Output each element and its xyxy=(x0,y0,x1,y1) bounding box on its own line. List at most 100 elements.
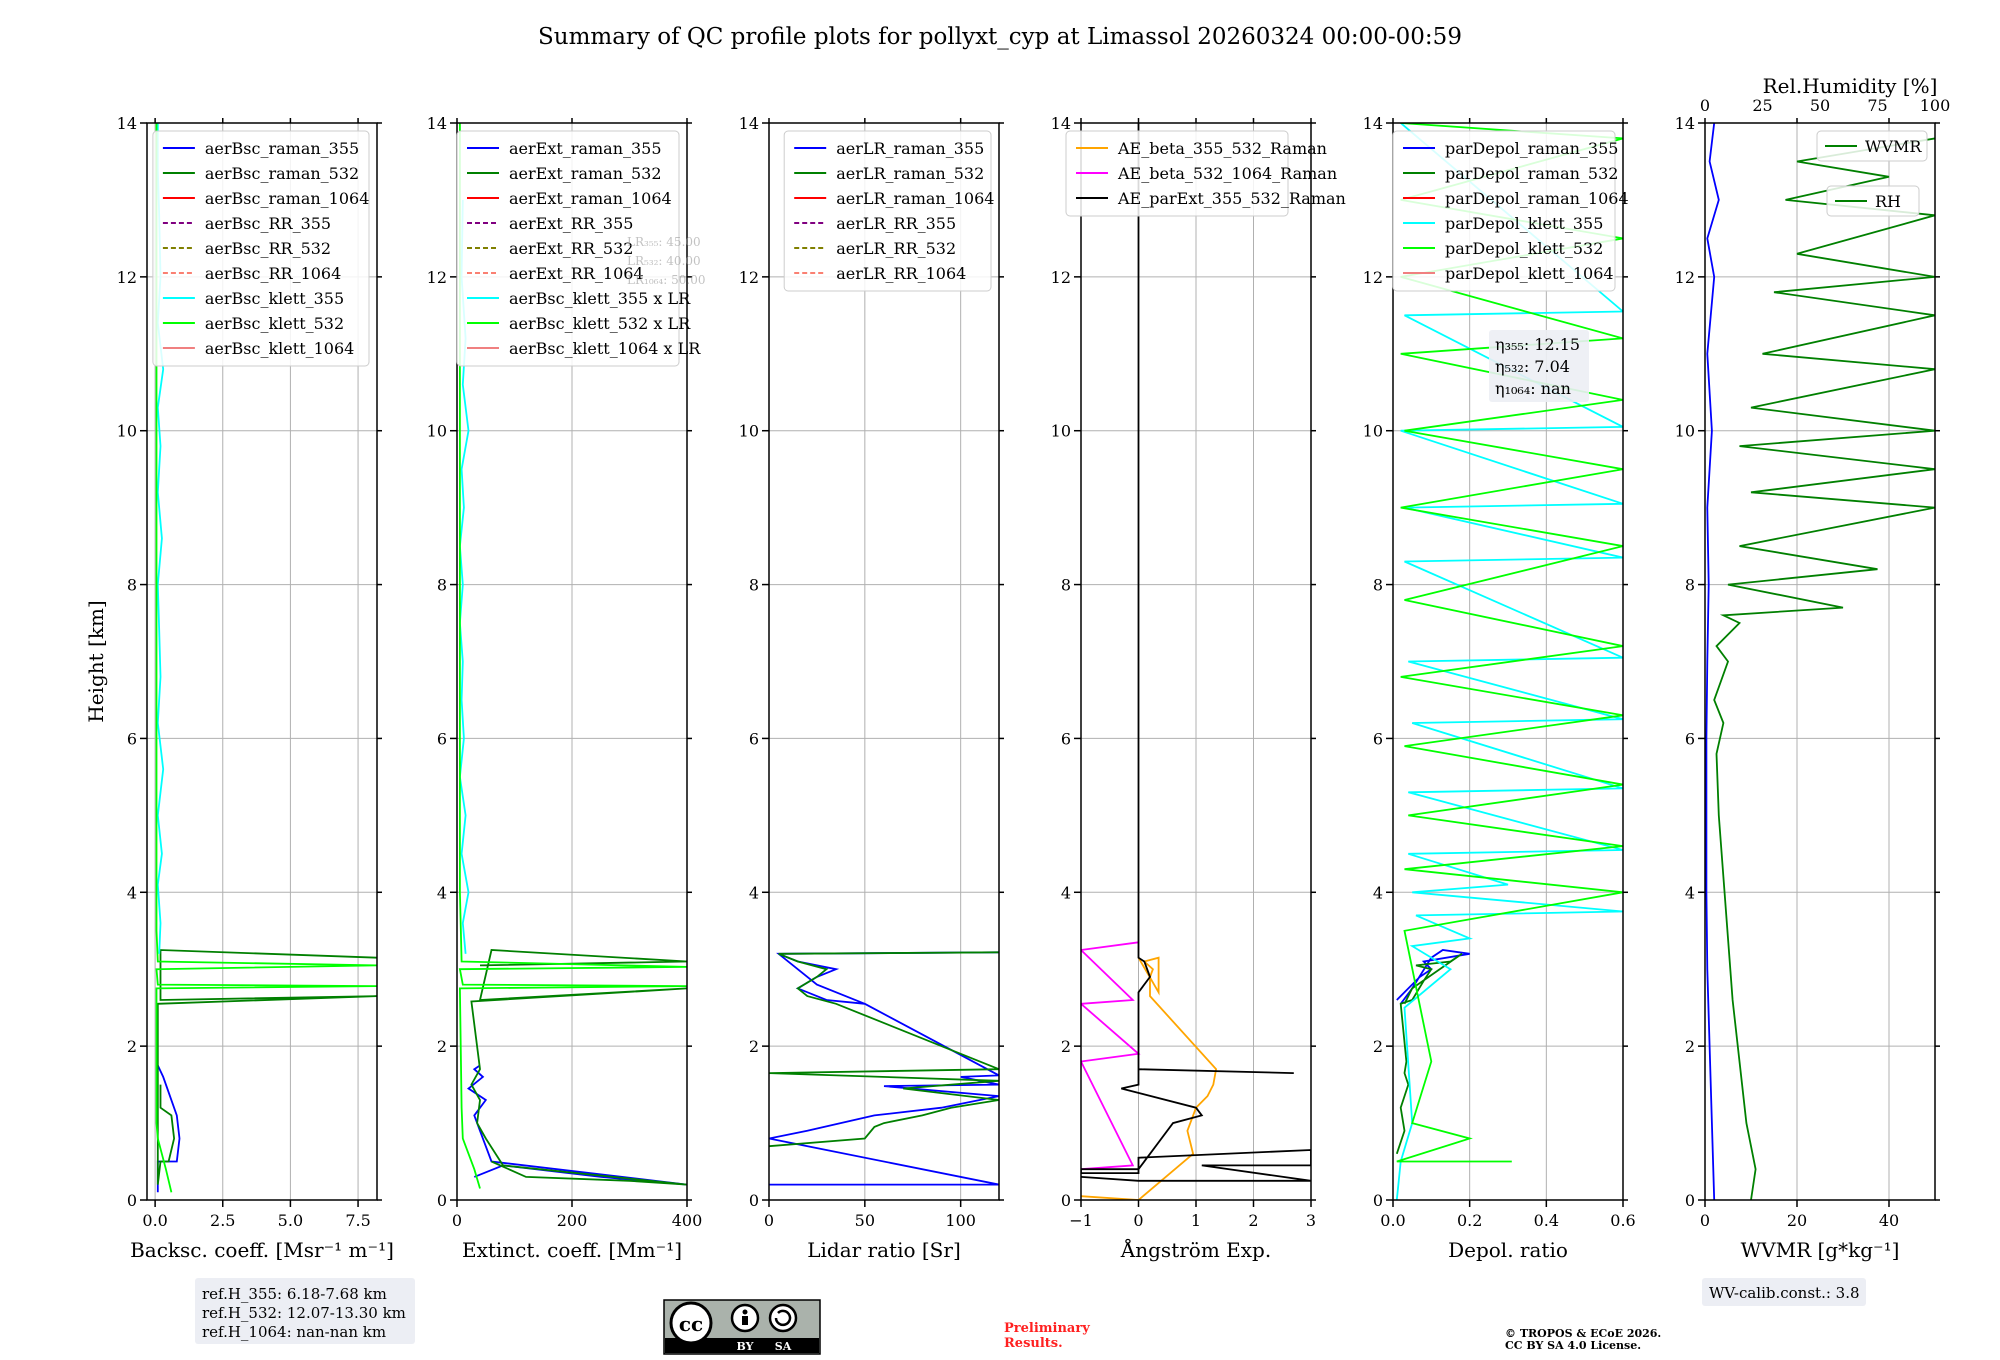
depol-annotation-1: η₅₃₂: 7.04 xyxy=(1495,357,1570,376)
wv-calib-const: WV-calib.const.: 3.8 xyxy=(1709,1284,1860,1302)
angstrom-xlabel: Ångström Exp. xyxy=(1120,1237,1271,1262)
wvmr-ytick-label-7: 14 xyxy=(1675,114,1695,133)
depol-xtick-label-2: 0.4 xyxy=(1534,1211,1559,1230)
depol-series-3 xyxy=(1396,123,1623,1163)
depol-series-1 xyxy=(1395,953,1463,1155)
sa-label: SA xyxy=(775,1340,792,1353)
extinction-ytick-label-2: 4 xyxy=(437,883,447,902)
lidar_ratio-legend-label-3: aerLR_RR_355 xyxy=(836,214,956,233)
backscatter-legend-label-6: aerBsc_klett_355 xyxy=(205,289,344,308)
backscatter-xtick-label-1: 2.5 xyxy=(210,1211,235,1230)
backscatter-ytick-label-1: 2 xyxy=(127,1037,137,1056)
copyright-line1: © TROPOS & ECoE 2026. xyxy=(1505,1327,1661,1340)
wvmr-series-0 xyxy=(1705,123,1720,1200)
angstrom-legend-label-1: AE_beta_532_1064_Raman xyxy=(1117,164,1337,183)
wvmr-ytick-label-1: 2 xyxy=(1685,1037,1695,1056)
depol-legend-label-3: parDepol_klett_355 xyxy=(1445,214,1603,233)
wvmr-series-1 xyxy=(1713,137,1935,1200)
backscatter-series-0 xyxy=(156,1065,181,1193)
backscatter-xtick-label-0: 0.0 xyxy=(142,1211,167,1230)
depol-ytick-label-5: 10 xyxy=(1363,422,1383,441)
preliminary-line2: Results. xyxy=(1004,1336,1063,1351)
depol-series-2 xyxy=(1395,123,1623,1200)
wvmr-legend-box-1 xyxy=(1826,185,1920,217)
depol-annotation-box xyxy=(1489,330,1589,402)
depol-ytick-label-7: 14 xyxy=(1363,114,1383,133)
backscatter-ytick-label-7: 14 xyxy=(117,114,137,133)
lidar_ratio-xtick-label-0: 0 xyxy=(764,1211,774,1230)
angstrom-ytick-label-5: 10 xyxy=(1051,422,1071,441)
extinction-ytick-label-7: 14 xyxy=(427,114,447,133)
angstrom-xtick-label-4: 3 xyxy=(1306,1211,1316,1230)
angstrom-legend: AE_beta_355_532_Raman AE_beta_532_1064_Ra… xyxy=(1065,130,1346,217)
lidar_ratio-legend-label-5: aerLR_RR_1064 xyxy=(836,264,966,283)
ref-height-1064: ref.H_1064: nan-nan km xyxy=(202,1323,386,1341)
backscatter-legend-label-8: aerBsc_klett_1064 xyxy=(205,339,354,358)
wv-calib-box: WV-calib.const.: 3.8 xyxy=(1702,1278,1866,1306)
extinction-ytick-label-5: 10 xyxy=(427,422,447,441)
depol-annotation-0: η₃₅₅: 12.15 xyxy=(1495,335,1580,354)
lidar_ratio-series-1 xyxy=(769,951,999,1148)
extinction-xlabel: Extinct. coeff. [Mm⁻¹] xyxy=(462,1238,682,1262)
panel-extinction: 0 200 400 0 2 4 6 8 10 12 14 Extinct. coeff. [Mm⁻¹]… xyxy=(427,114,706,1262)
backscatter-legend-label-7: aerBsc_klett_532 xyxy=(205,314,344,333)
extinction-legend-box xyxy=(456,130,680,367)
lidar_ratio-ytick-label-3: 6 xyxy=(749,729,759,748)
angstrom-ytick-label-2: 4 xyxy=(1061,883,1071,902)
extinction-legend-label-7: aerBsc_klett_532 x LR xyxy=(509,314,691,333)
panel-backscatter: 0.0 2.5 5.0 7.5 0 2 4 6 8 10 12 14 Backsc. coeff. [M… xyxy=(84,114,394,1262)
backscatter-legend-label-3: aerBsc_RR_355 xyxy=(205,214,331,233)
wvmr-x2tick-label-2: 50 xyxy=(1810,96,1830,115)
extinction-series-3 xyxy=(458,123,687,1189)
angstrom-ytick-label-0: 0 xyxy=(1061,1191,1071,1210)
lidar_ratio-ytick-label-1: 2 xyxy=(749,1037,759,1056)
wvmr-legend-box-0 xyxy=(1816,130,1928,162)
angstrom-ytick-label-7: 14 xyxy=(1051,114,1071,133)
extinction-legend-label-2: aerExt_raman_1064 xyxy=(509,189,672,208)
depol-legend-label-2: parDepol_raman_1064 xyxy=(1445,189,1629,208)
depol-series-0 xyxy=(1396,949,1470,1005)
angstrom-xtick-label-3: 2 xyxy=(1248,1211,1258,1230)
extinction-legend-label-1: aerExt_raman_532 xyxy=(509,164,662,183)
wvmr-xlabel: WVMR [g*kg⁻¹] xyxy=(1741,1238,1900,1262)
depol-frame xyxy=(1392,122,1624,1201)
backscatter-series-3 xyxy=(155,123,377,1193)
angstrom-xtick-label-2: 1 xyxy=(1191,1211,1201,1230)
backscatter-xtick-label-2: 5.0 xyxy=(278,1211,303,1230)
extinction-legend-label-8: aerBsc_klett_1064 x LR xyxy=(509,339,701,358)
depol-ytick-label-6: 12 xyxy=(1363,268,1383,287)
extinction-legend-label-6: aerBsc_klett_355 x LR xyxy=(509,289,691,308)
extinction-xtick-label-2: 400 xyxy=(672,1211,703,1230)
depol-ytick-label-3: 6 xyxy=(1373,729,1383,748)
depol-legend-box xyxy=(1392,130,1616,292)
cc-license-badge: cc BY SA xyxy=(663,1299,821,1355)
cc-logo-text: cc xyxy=(679,1312,703,1336)
lidar_ratio-xlabel: Lidar ratio [Sr] xyxy=(807,1238,961,1262)
panel-lidar_ratio: 0 50 100 0 2 4 6 8 10 12 14 Lidar ratio [Sr] aerLR_r… xyxy=(739,114,1004,1262)
extinction-ytick-label-1: 2 xyxy=(437,1037,447,1056)
depol-legend: parDepol_raman_355 parDepol_raman_532 parD… xyxy=(1392,130,1629,292)
backscatter-legend-box xyxy=(152,130,370,367)
ref-heights-box: ref.H_355: 6.18-7.68 km ref.H_532: 12.07… xyxy=(195,1278,415,1344)
angstrom-series-0 xyxy=(1081,956,1218,1200)
ref-height-355: ref.H_355: 6.18-7.68 km xyxy=(202,1285,387,1303)
lidar_ratio-legend-label-4: aerLR_RR_532 xyxy=(836,239,956,258)
angstrom-xtick-label-0: −1 xyxy=(1069,1211,1093,1230)
depol-ytick-label-2: 4 xyxy=(1373,883,1383,902)
wvmr-legend: WVMR RH xyxy=(1816,130,1928,217)
backscatter-ytick-label-3: 6 xyxy=(127,729,137,748)
depol-legend-label-1: parDepol_raman_532 xyxy=(1445,164,1618,183)
wvmr-x2tick-label-4: 100 xyxy=(1920,96,1951,115)
depol-ytick-label-4: 8 xyxy=(1373,576,1383,595)
extinction-annotation-1: LR₅₃₂: 40.00 xyxy=(627,254,701,268)
extinction-xtick-label-1: 200 xyxy=(557,1211,588,1230)
backscatter-legend-label-2: aerBsc_raman_1064 xyxy=(205,189,370,208)
wvmr-ytick-label-3: 6 xyxy=(1685,729,1695,748)
extinction-legend-label-4: aerExt_RR_532 xyxy=(509,239,633,258)
lidar_ratio-legend-label-0: aerLR_raman_355 xyxy=(836,139,984,158)
angstrom-series-1 xyxy=(1081,941,1141,1171)
backscatter-legend-label-5: aerBsc_RR_1064 xyxy=(205,264,341,283)
wvmr-xtick-label-2: 40 xyxy=(1879,1211,1899,1230)
